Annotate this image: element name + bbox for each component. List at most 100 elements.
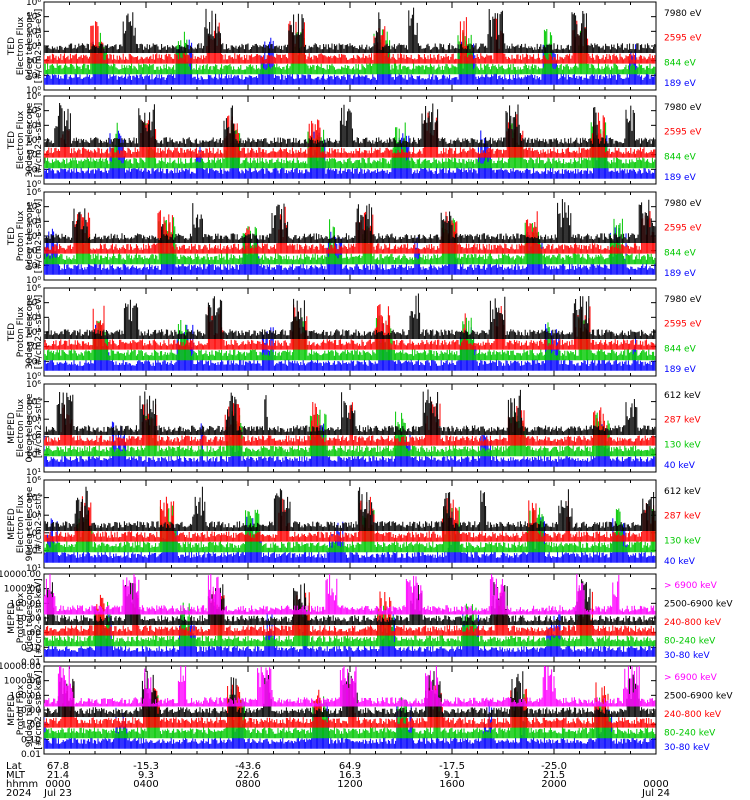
traces — [44, 666, 656, 749]
xaxis-hhmm: 1200 — [337, 779, 362, 790]
ytick-label: 10⁰ — [26, 372, 41, 382]
legend-entry: 2595 eV — [664, 128, 702, 138]
legend-entry: 844 eV — [664, 344, 697, 354]
ylabel-line: 90deg telescope — [25, 672, 35, 747]
ylabel-line: MEPED — [7, 412, 17, 444]
ytick-label: 10⁶ — [26, 0, 41, 8]
xaxis-row-label-year: 2024 — [6, 788, 31, 799]
ylabel-line: MEPED — [7, 508, 17, 540]
series-trace — [44, 293, 656, 339]
xaxis-lat: 67.8 — [47, 761, 69, 772]
xaxis-lat: -43.6 — [235, 761, 261, 772]
ytick-label: 10.00 — [15, 706, 41, 716]
legend-entry: 7980 eV — [664, 295, 702, 305]
ytick-label: 1.00 — [21, 721, 41, 731]
ylabel-line: [#/cm2-s-str-eV] — [34, 199, 44, 274]
xaxis-row-label-lat: Lat — [6, 761, 22, 772]
ytick-label: 10¹ — [26, 357, 41, 367]
ylabel-line: 30deg telescope — [25, 102, 35, 177]
panel-5: 10¹ 10² 10³ 10⁴ 10⁵ 10⁶ MEPEDElectron Flux0deg… — [7, 380, 701, 478]
legend-entry: 844 eV — [664, 152, 697, 162]
series-trace — [44, 389, 656, 435]
legend-entry: 80-240 keV — [664, 637, 716, 647]
ytick-label: 10⁴ — [26, 313, 41, 323]
ylabel: MEPEDElectron Flux0deg telescope[#/cm2-s… — [7, 393, 44, 463]
ytick-label: 10³ — [26, 232, 41, 242]
legend-entry: 2500-6900 keV — [664, 600, 733, 610]
traces — [44, 389, 656, 467]
xaxis-lat: -17.5 — [439, 761, 465, 772]
xaxis-lat: -25.0 — [541, 761, 567, 772]
ylabel-line: [#/cm2-s-str] — [34, 398, 44, 458]
legend-entry: > 6900 keV — [664, 673, 718, 683]
xaxis-hhmm: 0800 — [235, 779, 260, 790]
series-trace — [44, 574, 656, 615]
ylabel-line: Proton Flux — [16, 306, 26, 357]
xaxis-hhmm: 0000 — [643, 779, 668, 790]
ylabel-line: Proton Flux — [16, 592, 26, 643]
legend-entry: 40 keV — [664, 461, 696, 471]
ytick-label: 10⁶ — [26, 380, 41, 390]
xaxis-hhmm: 1600 — [439, 779, 464, 790]
ytick-label: 10⁶ — [26, 476, 41, 486]
ytick-label: 10⁰ — [26, 276, 41, 286]
ylabel-line: 0deg telescope — [25, 11, 35, 81]
ylabel-line: Electron Flux — [16, 16, 26, 75]
xaxis-lat: 64.9 — [339, 761, 361, 772]
legend-entry: 844 eV — [664, 58, 697, 68]
ytick-label: 0.01 — [21, 658, 41, 668]
ylabel-line: Proton Flux — [16, 684, 26, 735]
xaxis-mlt: 9.3 — [138, 770, 154, 781]
panel-frame — [43, 287, 657, 377]
series-trace — [44, 401, 656, 446]
legend-entry: 2500-6900 keV — [664, 692, 733, 702]
ylabel-line: 0deg telescope — [25, 393, 35, 463]
legend-entry: 189 eV — [664, 173, 697, 183]
xaxis-mlt: 9.1 — [444, 770, 460, 781]
ylabel-line: [#/cm2-s-str-eV] — [34, 9, 44, 84]
ytick-label: 10⁵ — [26, 494, 41, 504]
ylabel-line: Electron Flux — [16, 110, 26, 169]
series-trace — [44, 112, 656, 158]
xaxis-lat: -15.3 — [133, 761, 159, 772]
traces — [44, 574, 656, 657]
ytick-label: 10³ — [26, 42, 41, 52]
ylabel-line: [#/cm2-s-str-eV] — [34, 103, 44, 178]
ytick-label: 10¹ — [26, 564, 41, 574]
ytick-label: 10⁶ — [26, 284, 41, 294]
ytick-label: 1000.00 — [4, 677, 41, 687]
ytick-label: 0.10 — [21, 643, 41, 653]
ytick-label: 10¹ — [26, 468, 41, 478]
legend-entry: 2595 eV — [664, 34, 702, 44]
legend-entry: 240-800 keV — [664, 618, 722, 628]
legend-entry: 287 keV — [664, 512, 701, 522]
legend-entry: 612 keV — [664, 487, 701, 497]
ylabel-line: [#/cm2-s-str] — [34, 494, 44, 554]
ylabel: TEDProton Flux0deg telescope[#/cm2-s-str… — [7, 199, 44, 274]
ytick-label: 10² — [26, 151, 41, 161]
ytick-label: 0.01 — [21, 750, 41, 760]
series-trace — [44, 486, 656, 531]
legend-entry: 30-80 keV — [664, 651, 710, 661]
ytick-label: 10⁴ — [26, 121, 41, 131]
xaxis-date: Jul 23 — [43, 788, 72, 799]
ytick-label: 10⁴ — [26, 27, 41, 37]
xaxis-mlt: 16.3 — [339, 770, 361, 781]
legend-entry: 612 keV — [664, 391, 701, 401]
ytick-label: 10⁵ — [26, 13, 41, 23]
series-trace — [44, 7, 656, 53]
xaxis-date: Jul 24 — [641, 788, 670, 799]
xaxis-mlt: 22.6 — [237, 770, 259, 781]
legend-entry: > 6900 keV — [664, 581, 718, 591]
ytick-label: 10² — [26, 546, 41, 556]
legend-entry: 40 keV — [664, 557, 696, 567]
legend-entry: 2595 eV — [664, 320, 702, 330]
ytick-label: 10⁵ — [26, 398, 41, 408]
ytick-label: 1.00 — [21, 629, 41, 639]
